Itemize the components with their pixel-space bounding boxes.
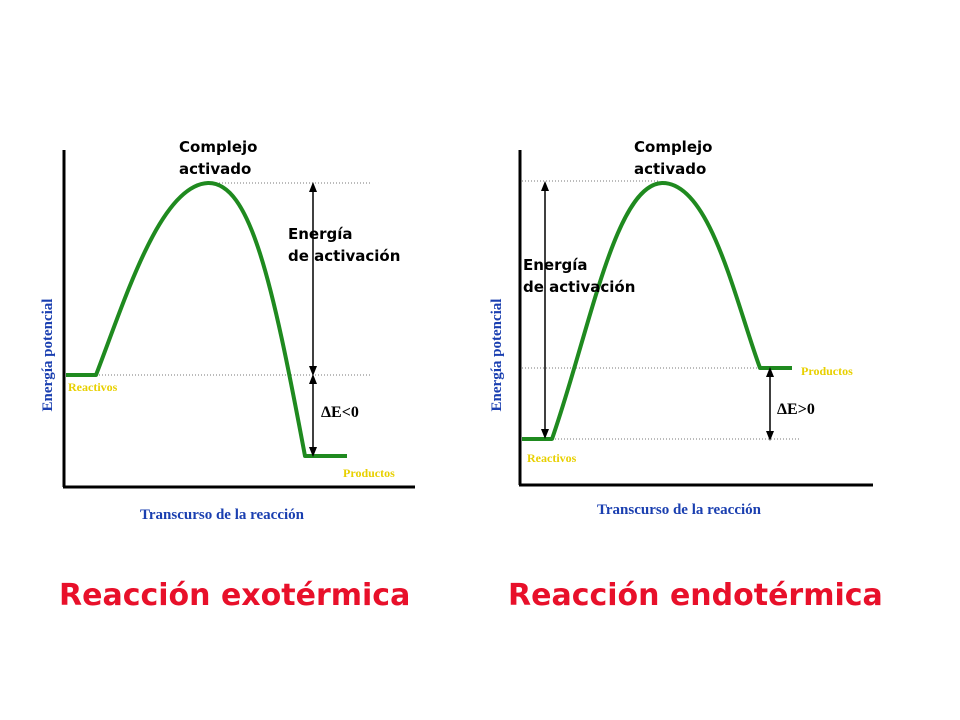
endo-energy-curve bbox=[522, 180, 792, 441]
endo-complex-label-2: activado bbox=[634, 160, 706, 178]
endo-y-axis-label: Energía potencial bbox=[489, 299, 505, 412]
exo-activation-label-1: Energía bbox=[288, 225, 353, 243]
exo-x-axis-label: Transcurso de la reacción bbox=[140, 507, 305, 523]
exo-complex-label-1: Complejo bbox=[179, 138, 257, 156]
endo-delta-label: ΔE>0 bbox=[777, 401, 815, 418]
endo-reactants-label: Reactivos bbox=[527, 451, 577, 465]
exo-delta-label: ΔE<0 bbox=[321, 404, 359, 421]
endo-complex-label-1: Complejo bbox=[634, 138, 712, 156]
exo-reactants-label: Reactivos bbox=[68, 380, 118, 394]
endo-title: Reacción endotérmica bbox=[508, 578, 883, 613]
endothermic-diagram: Complejo activado Energía de activación … bbox=[489, 138, 883, 613]
endo-activation-label-1: Energía bbox=[523, 256, 588, 274]
endo-x-axis-label: Transcurso de la reacción bbox=[597, 502, 762, 518]
exo-activation-label-2: de activación bbox=[288, 247, 400, 265]
exothermic-diagram: Complejo activado Energía de activación … bbox=[40, 138, 415, 613]
exo-energy-curve bbox=[66, 180, 347, 458]
endo-activation-label-2: de activación bbox=[523, 278, 635, 296]
exo-title: Reacción exotérmica bbox=[59, 578, 410, 613]
exo-complex-label-2: activado bbox=[179, 160, 251, 178]
endo-products-label: Productos bbox=[801, 364, 853, 378]
exo-y-axis-label: Energía potencial bbox=[40, 299, 56, 412]
exo-products-label: Productos bbox=[343, 466, 395, 480]
